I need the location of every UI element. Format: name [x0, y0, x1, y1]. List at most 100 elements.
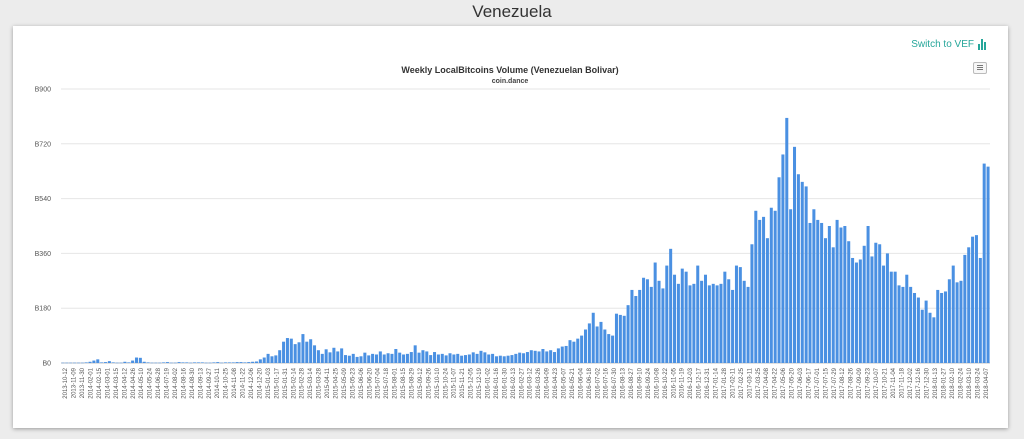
bar[interactable] — [216, 362, 220, 363]
bar[interactable] — [196, 362, 200, 363]
bar[interactable] — [583, 329, 588, 363]
bar[interactable] — [781, 154, 785, 363]
bar[interactable] — [595, 326, 599, 363]
bar[interactable] — [483, 352, 487, 363]
bar[interactable] — [525, 352, 529, 363]
bar[interactable] — [599, 321, 603, 363]
bar[interactable] — [649, 286, 653, 363]
bar[interactable] — [251, 361, 255, 363]
bar[interactable] — [347, 355, 351, 363]
bar[interactable] — [131, 360, 135, 363]
bar[interactable] — [889, 271, 893, 363]
bar[interactable] — [673, 274, 677, 363]
bar[interactable] — [278, 350, 282, 363]
bar[interactable] — [425, 351, 429, 363]
bar[interactable] — [467, 354, 471, 363]
bar[interactable] — [270, 356, 274, 363]
bar[interactable] — [812, 209, 816, 363]
bar[interactable] — [762, 216, 766, 363]
bar[interactable] — [115, 362, 119, 364]
bar[interactable] — [839, 227, 843, 363]
bar[interactable] — [696, 265, 700, 363]
bar[interactable] — [247, 362, 251, 363]
bar[interactable] — [684, 271, 688, 363]
bar[interactable] — [614, 313, 618, 363]
bar[interactable] — [692, 283, 696, 363]
bar[interactable] — [731, 289, 735, 363]
bar[interactable] — [208, 362, 212, 364]
bar[interactable] — [285, 338, 289, 363]
bar[interactable] — [986, 166, 990, 363]
bar[interactable] — [955, 282, 959, 363]
bar[interactable] — [100, 362, 104, 363]
bar[interactable] — [394, 349, 398, 363]
bar[interactable] — [374, 354, 378, 363]
bar[interactable] — [773, 210, 777, 363]
bar[interactable] — [862, 245, 866, 363]
bar[interactable] — [448, 353, 452, 363]
bar[interactable] — [487, 354, 491, 363]
bar[interactable] — [959, 280, 963, 363]
bar[interactable] — [676, 283, 680, 363]
bar[interactable] — [433, 352, 437, 363]
bar[interactable] — [897, 285, 901, 363]
bar[interactable] — [200, 362, 204, 363]
bar[interactable] — [789, 209, 793, 363]
bar[interactable] — [820, 222, 824, 363]
bar[interactable] — [882, 265, 886, 363]
bar[interactable] — [626, 305, 630, 363]
bar[interactable] — [847, 241, 851, 363]
bar[interactable] — [742, 280, 746, 363]
bar[interactable] — [436, 354, 440, 363]
bar[interactable] — [169, 362, 173, 364]
bar[interactable] — [123, 361, 127, 363]
bar[interactable] — [224, 362, 228, 363]
bar[interactable] — [371, 353, 375, 363]
bar[interactable] — [243, 362, 247, 363]
bar[interactable] — [560, 346, 564, 363]
bar[interactable] — [382, 354, 386, 363]
bar[interactable] — [572, 341, 576, 363]
bar[interactable] — [413, 345, 417, 363]
bar[interactable] — [390, 353, 394, 363]
bar[interactable] — [568, 340, 572, 363]
bar[interactable] — [328, 352, 332, 363]
bar[interactable] — [909, 286, 913, 363]
bar[interactable] — [924, 300, 928, 363]
bar[interactable] — [297, 342, 301, 363]
bar[interactable] — [494, 356, 498, 363]
bar[interactable] — [134, 357, 138, 363]
bar[interactable] — [971, 236, 975, 363]
bar[interactable] — [421, 350, 425, 363]
bar[interactable] — [874, 242, 878, 363]
bar[interactable] — [947, 279, 951, 363]
bar[interactable] — [793, 146, 797, 363]
bar[interactable] — [533, 350, 537, 363]
bar[interactable] — [231, 362, 235, 363]
bar[interactable] — [885, 253, 889, 363]
bar[interactable] — [173, 362, 177, 364]
bar[interactable] — [69, 362, 73, 364]
bar[interactable] — [378, 351, 382, 363]
bar[interactable] — [901, 286, 905, 363]
bar[interactable] — [808, 222, 812, 363]
bar[interactable] — [258, 359, 262, 363]
bar[interactable] — [556, 348, 560, 363]
bar[interactable] — [715, 285, 719, 363]
bar[interactable] — [951, 265, 955, 363]
bar[interactable] — [84, 362, 88, 363]
bar[interactable] — [851, 257, 855, 363]
bar[interactable] — [150, 362, 154, 364]
bar[interactable] — [661, 288, 665, 363]
bar[interactable] — [734, 265, 738, 363]
bar[interactable] — [316, 350, 320, 363]
bar[interactable] — [402, 354, 406, 363]
bar[interactable] — [549, 350, 553, 363]
bar[interactable] — [893, 271, 897, 363]
bar[interactable] — [711, 283, 715, 363]
bar[interactable] — [913, 292, 917, 363]
bar[interactable] — [80, 362, 84, 364]
bar[interactable] — [522, 353, 526, 363]
bar[interactable] — [703, 274, 707, 363]
bar[interactable] — [92, 360, 96, 363]
